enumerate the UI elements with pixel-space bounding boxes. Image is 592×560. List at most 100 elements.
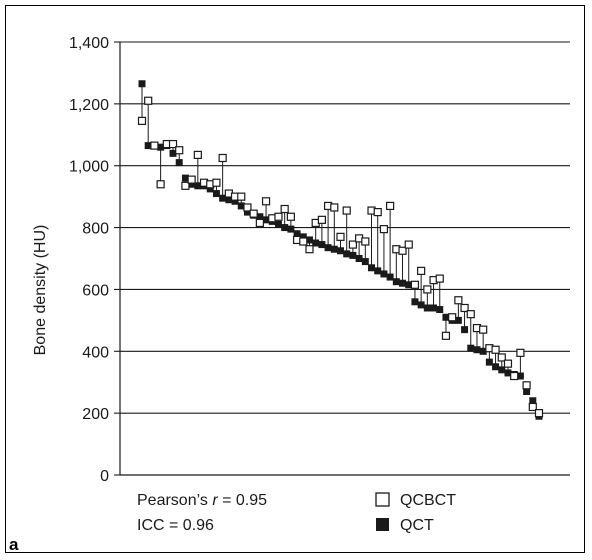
qct-point [405,281,413,289]
qct-point [144,142,152,150]
qcbct-point [454,296,463,305]
qcbct-point [417,266,426,275]
qct-point [523,387,531,395]
pearson-value: = 0.95 [218,492,267,509]
qcbct-point [144,96,153,105]
qcbct-point [361,237,370,246]
pearson-r-symbol: r [212,492,218,509]
qcbct-point [435,274,444,283]
qcbct-point [404,240,413,249]
pearson-prefix: Pearson’s [137,492,212,509]
qct-point [206,185,214,193]
qct-point [436,306,444,314]
qct-point [194,182,202,190]
qct-point [423,304,431,312]
qct-point [399,279,407,287]
qct-point [138,80,146,88]
legend-label-qcbct: QCBCT [400,492,456,509]
qct-point [256,213,264,221]
qct-point [529,397,537,405]
qct-point [330,245,338,253]
qct-point [243,208,251,216]
qct-point [157,143,165,151]
qct-point [386,273,394,281]
qcbct-point [237,192,246,201]
qcbct-point [466,310,475,319]
y-tick-label: 600 [82,282,109,299]
qcbct-point [193,150,202,159]
panel-label: a [9,535,19,554]
qct-point [337,247,344,255]
qct-point [225,196,233,204]
qct-point [299,233,307,241]
qct-point [485,358,493,366]
y-tick-label: 1,200 [69,97,109,114]
qcbct-point [516,348,525,357]
qct-point [467,344,475,352]
y-tick-label: 1,400 [69,35,109,52]
series-qct [138,80,543,420]
qct-point [169,149,177,157]
qcbct-point [348,240,358,249]
qct-point [219,194,227,202]
qct-point [324,244,332,252]
y-tick-label: 400 [82,344,109,361]
qcbct-point [522,381,531,390]
qcbct-point [299,237,308,246]
qct-point [473,346,481,354]
qct-point [498,366,506,374]
qct-point [312,239,320,247]
qct-point [349,251,357,259]
qcbct-point [274,212,283,221]
qcbct-point [497,353,506,362]
qcbct-point [491,345,500,354]
legend-filled-square-icon [376,518,389,531]
qcbct-point [286,212,295,221]
qcbct-point [243,203,252,212]
qct-point [212,190,220,198]
qcbct-point [280,204,289,214]
qcbct-point [534,409,544,418]
qcbct-point [398,246,407,255]
qct-point [479,347,487,355]
qct-point [287,225,295,233]
qcbct-point [336,232,345,241]
qct-point [318,241,326,249]
y-tick-label: 1,000 [69,159,109,176]
qcbct-point [249,209,258,218]
qct-point [411,298,419,306]
qct-point [492,363,500,371]
pearson-annotation: Pearson’s r = 0.95 [137,492,267,509]
qct-point [305,236,313,244]
qcbct-point [317,215,326,224]
qcbct-point [460,303,469,313]
qcbct-point [212,178,221,187]
qcbct-point [181,181,190,190]
y-tick-label: 200 [82,406,109,423]
legend-open-square-icon [375,492,390,507]
qct-point [454,316,462,324]
qct-point [380,270,388,278]
qcbct-point [137,116,147,125]
qcbct-point [448,313,457,322]
y-axis-label: Bone density (HU) [32,225,49,356]
qcbct-point [410,280,420,289]
qct-point [417,301,425,309]
qcbct-point [175,146,184,155]
qct-point [516,372,524,380]
qct-point [361,258,369,266]
qcbct-point [305,245,314,254]
qct-point [368,264,376,272]
qcbct-point [379,225,389,234]
qct-point [430,304,438,312]
qcbct-point [479,325,488,334]
qct-point [237,202,245,210]
qct-point [231,197,239,205]
qcbct-point [156,180,165,189]
qct-point [175,159,183,167]
qct-point [461,326,469,334]
y-tick-label: 0 [100,468,109,485]
legend: QCBCT QCT [375,492,456,534]
figure-frame [5,5,585,553]
